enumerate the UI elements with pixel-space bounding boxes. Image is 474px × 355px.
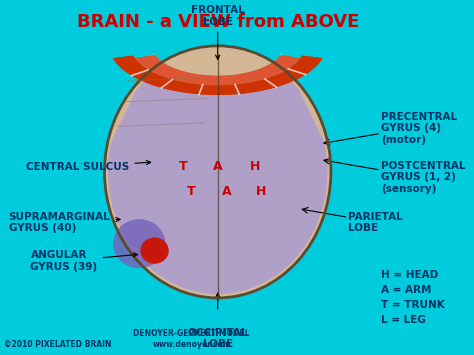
Ellipse shape [108, 50, 328, 294]
Text: T = TRUNK: T = TRUNK [381, 300, 445, 310]
Text: T: T [179, 160, 187, 173]
Text: DENOYER-GEPPERT MODEL
www.denoyer.com: DENOYER-GEPPERT MODEL www.denoyer.com [133, 329, 250, 349]
Text: L = LEG: L = LEG [381, 315, 426, 325]
Text: PRECENTRAL
GYRUS (4)
(motor): PRECENTRAL GYRUS (4) (motor) [381, 111, 457, 145]
Ellipse shape [140, 237, 169, 264]
Text: H: H [256, 185, 266, 198]
PathPatch shape [113, 56, 323, 95]
Text: A: A [213, 160, 222, 173]
Text: SUPRAMARGINAL
GYRUS (40): SUPRAMARGINAL GYRUS (40) [9, 212, 120, 234]
Text: PARIETAL
LOBE: PARIETAL LOBE [348, 212, 403, 234]
Text: A = ARM: A = ARM [381, 285, 431, 295]
Text: H: H [249, 160, 260, 173]
Text: FRONTAL
LOBE: FRONTAL LOBE [191, 5, 245, 59]
PathPatch shape [135, 55, 301, 85]
Text: OCCIPITAL
LOBE: OCCIPITAL LOBE [187, 328, 248, 349]
Ellipse shape [113, 219, 165, 268]
PathPatch shape [113, 56, 323, 95]
Ellipse shape [104, 46, 331, 298]
Text: H = HEAD: H = HEAD [381, 270, 438, 280]
PathPatch shape [135, 55, 301, 85]
Text: CENTRAL SULCUS: CENTRAL SULCUS [26, 160, 151, 171]
Text: BRAIN - a VIEW from ABOVE: BRAIN - a VIEW from ABOVE [76, 12, 359, 31]
Text: ANGULAR
GYRUS (39): ANGULAR GYRUS (39) [30, 250, 137, 272]
PathPatch shape [111, 50, 324, 141]
Text: ©2010 PIXELATED BRAIN: ©2010 PIXELATED BRAIN [4, 340, 112, 349]
Text: A: A [222, 185, 231, 198]
Text: T: T [187, 185, 196, 198]
Text: POSTCENTRAL
GYRUS (1, 2)
(sensory): POSTCENTRAL GYRUS (1, 2) (sensory) [381, 160, 465, 194]
